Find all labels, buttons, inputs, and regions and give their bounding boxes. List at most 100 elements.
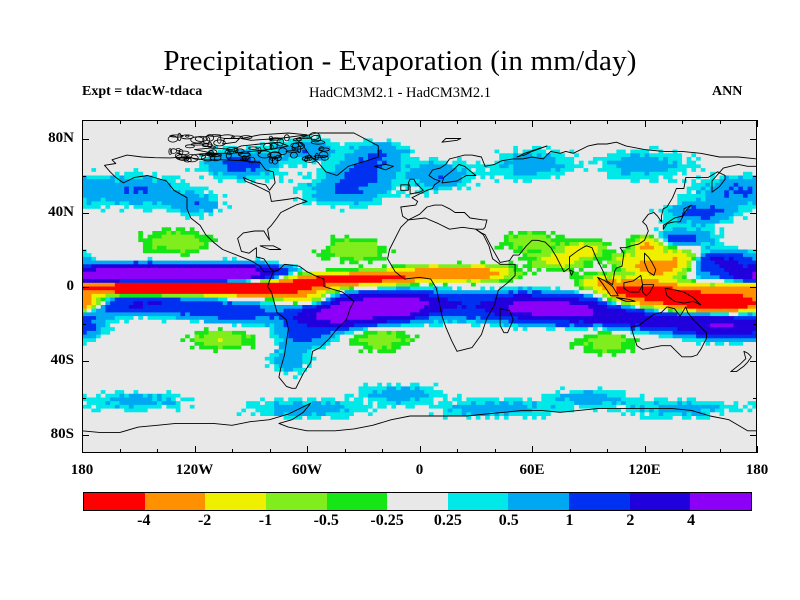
field-cell bbox=[569, 138, 575, 143]
field-cell bbox=[419, 242, 425, 247]
field-cell bbox=[564, 160, 571, 165]
field-cell bbox=[546, 145, 552, 151]
field-cell bbox=[419, 149, 425, 154]
field-cell bbox=[297, 182, 303, 188]
field-cell bbox=[152, 245, 158, 251]
field-cell bbox=[194, 212, 200, 217]
field-cell bbox=[114, 134, 121, 140]
field-cell bbox=[255, 212, 261, 217]
field-cell bbox=[382, 131, 388, 136]
field-cell bbox=[335, 227, 341, 232]
field-cell bbox=[447, 223, 453, 228]
field-cell bbox=[217, 208, 224, 214]
field-cell bbox=[541, 194, 547, 199]
field-cell bbox=[414, 138, 421, 143]
field-cell bbox=[705, 164, 711, 169]
field-cell bbox=[424, 127, 430, 132]
field-cell bbox=[442, 190, 449, 195]
field-cell bbox=[649, 175, 655, 180]
field-cell bbox=[316, 164, 322, 169]
field-cell bbox=[611, 197, 617, 202]
field-cell bbox=[607, 227, 613, 232]
field-cell bbox=[499, 231, 505, 236]
field-cell bbox=[339, 197, 346, 202]
field-cell bbox=[367, 242, 374, 247]
field-cell bbox=[419, 123, 425, 128]
field-cell bbox=[471, 179, 477, 184]
field-cell bbox=[119, 219, 125, 225]
field-cell bbox=[386, 142, 392, 147]
field-cell bbox=[96, 205, 102, 210]
field-cell bbox=[105, 131, 111, 136]
field-cell bbox=[592, 238, 599, 243]
field-cell bbox=[485, 131, 491, 136]
field-cell bbox=[611, 190, 617, 195]
field-cell bbox=[442, 123, 449, 128]
field-cell bbox=[367, 208, 374, 214]
field-cell bbox=[152, 197, 158, 202]
field-cell bbox=[246, 123, 252, 128]
field-cell bbox=[316, 127, 322, 132]
field-cell bbox=[513, 227, 519, 232]
field-cell bbox=[175, 175, 182, 180]
field-cell bbox=[405, 242, 411, 247]
field-cell bbox=[424, 219, 430, 225]
field-cell bbox=[208, 160, 214, 165]
field-cell bbox=[719, 157, 725, 162]
field-cell bbox=[119, 179, 125, 184]
field-cell bbox=[119, 201, 125, 206]
field-cell bbox=[382, 179, 388, 184]
field-cell bbox=[489, 182, 496, 188]
field-cell bbox=[269, 179, 275, 184]
field-cell bbox=[738, 194, 744, 199]
field-cell bbox=[278, 245, 285, 251]
field-cell bbox=[124, 127, 130, 132]
field-cell bbox=[677, 145, 683, 151]
field-cell bbox=[677, 212, 683, 217]
field-cell bbox=[639, 208, 646, 214]
field-cell bbox=[203, 227, 210, 232]
field-cell bbox=[433, 145, 439, 151]
field-cell bbox=[217, 120, 224, 125]
field-cell bbox=[578, 175, 585, 180]
field-cell bbox=[330, 190, 336, 195]
field-cell bbox=[616, 205, 622, 210]
field-cell bbox=[255, 242, 261, 247]
field-cell bbox=[335, 219, 341, 225]
field-cell bbox=[532, 145, 538, 151]
field-cell bbox=[175, 197, 182, 202]
field-cell bbox=[447, 194, 453, 199]
field-cell bbox=[367, 205, 374, 210]
field-cell bbox=[672, 227, 678, 232]
field-cell bbox=[714, 179, 721, 184]
field-cell bbox=[382, 134, 388, 140]
field-cell bbox=[353, 245, 360, 251]
field-cell bbox=[353, 231, 360, 236]
field-cell bbox=[325, 179, 332, 184]
field-cell bbox=[457, 160, 463, 165]
field-cell bbox=[414, 216, 421, 221]
field-cell bbox=[728, 182, 735, 188]
field-cell bbox=[382, 194, 388, 199]
field-cell bbox=[82, 131, 88, 136]
field-cell bbox=[588, 120, 594, 125]
field-cell bbox=[246, 219, 252, 225]
field-cell bbox=[236, 164, 242, 169]
field-cell bbox=[335, 145, 341, 151]
field-cell bbox=[428, 190, 435, 195]
field-cell bbox=[250, 197, 257, 202]
field-cell bbox=[414, 219, 421, 225]
field-cell bbox=[578, 186, 585, 191]
field-cell bbox=[194, 205, 200, 210]
field-cell bbox=[508, 238, 514, 243]
field-cell bbox=[152, 127, 158, 132]
field-cell bbox=[667, 182, 674, 188]
field-cell bbox=[161, 227, 167, 232]
field-cell bbox=[152, 212, 158, 217]
field-cell bbox=[166, 157, 172, 162]
field-cell bbox=[171, 153, 177, 158]
field-cell bbox=[166, 123, 172, 128]
field-cell bbox=[349, 186, 355, 191]
field-cell bbox=[138, 168, 144, 173]
field-cell bbox=[405, 120, 411, 125]
